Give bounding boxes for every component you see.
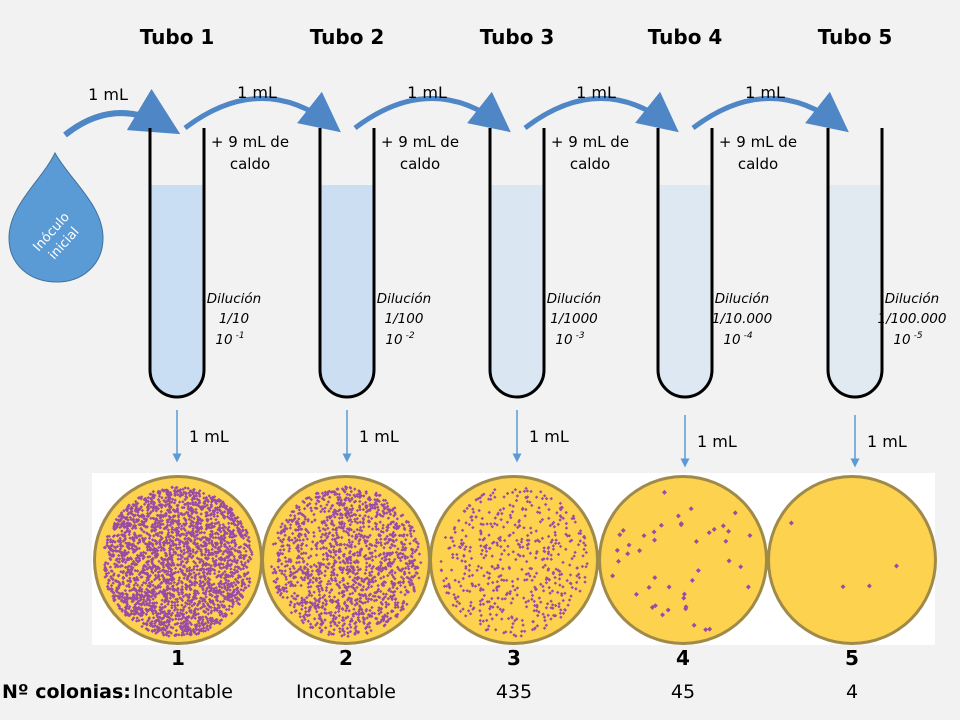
colony-count: 45 xyxy=(671,681,695,703)
broth-label-line2: caldo xyxy=(230,155,270,173)
tube-title: Tubo 4 xyxy=(648,25,723,49)
serial-transfer-label: 1 mL xyxy=(237,83,277,102)
serial-transfer-arrow xyxy=(523,91,679,133)
colony-count: Incontable xyxy=(296,681,396,703)
dilution-fraction: 1/1000 xyxy=(550,311,598,327)
tube-title: Tubo 3 xyxy=(480,25,555,49)
power-exponent: -5 xyxy=(914,331,923,341)
dilution-label: Dilución xyxy=(547,291,601,307)
test-tube xyxy=(148,128,206,399)
tube-5: Tubo 5 Dilución 1/100.000 10 -5 1 mL xyxy=(818,25,947,468)
plating-transfer-label: 1 mL xyxy=(529,427,569,446)
agar xyxy=(432,478,596,642)
serial-transfer-arrow xyxy=(691,91,849,133)
broth-label-line1: + 9 mL de xyxy=(211,133,289,151)
broth-label-line1: + 9 mL de xyxy=(719,133,797,151)
colony-count: Incontable xyxy=(133,681,233,703)
power-exponent: -4 xyxy=(744,331,753,341)
inoculum-drop: Inóculo inicial xyxy=(8,151,104,283)
serial-transfer-arrow xyxy=(183,91,341,133)
agar xyxy=(770,478,934,642)
agar xyxy=(601,478,765,642)
test-tube xyxy=(488,128,546,399)
colony xyxy=(164,511,168,516)
tube-liquid xyxy=(659,185,711,396)
tube-title: Tubo 2 xyxy=(310,25,385,49)
colonies xyxy=(102,485,254,638)
dilution-label: Dilución xyxy=(207,291,261,307)
tube-4: Tubo 4 Dilución 1/10.000 10 -4 1 mL 1 mL + 9 mL… xyxy=(648,25,849,468)
colonies-label: Nº colonias: xyxy=(2,681,131,703)
broth-label-line2: caldo xyxy=(400,155,440,173)
petri-dish-3: 3 435 xyxy=(429,475,599,703)
dilution-fraction: 1/100.000 xyxy=(878,311,947,327)
power-base: 10 xyxy=(723,332,740,348)
petri-dish-2: 2 Incontable xyxy=(261,475,431,703)
tube-1: Tubo 1 Dilución 1/10 10 -1 1 mL 1 mL + 9 mL de c… xyxy=(140,25,341,463)
petri-dish-4: 4 45 xyxy=(598,475,768,703)
tube-title: Tubo 5 xyxy=(818,25,893,49)
tube-liquid xyxy=(491,185,543,396)
plating-transfer-label: 1 mL xyxy=(359,427,399,446)
tube-liquid xyxy=(321,185,373,396)
dilution-label: Dilución xyxy=(715,291,769,307)
dilution-fraction: 1/10 xyxy=(219,311,249,327)
power-base: 10 xyxy=(555,332,572,348)
power-base: 10 xyxy=(215,332,232,348)
dilution-power: 10 -4 xyxy=(723,331,752,348)
power-base: 10 xyxy=(893,332,910,348)
dilution-power: 10 -2 xyxy=(385,331,414,348)
broth-label-line2: caldo xyxy=(570,155,610,173)
petri-dish-5: 54 xyxy=(767,475,937,703)
power-base: 10 xyxy=(385,332,402,348)
plate-number: 4 xyxy=(676,646,690,670)
dilution-power: 10 -3 xyxy=(555,331,584,348)
dilution-label: Dilución xyxy=(885,291,939,307)
plate-number: 5 xyxy=(845,646,859,670)
plate-number: 2 xyxy=(339,646,353,670)
dilution-fraction: 1/10.000 xyxy=(712,311,772,327)
dilution-fraction: 1/100 xyxy=(385,311,424,327)
colony xyxy=(144,560,149,565)
petri-dish-1: 1 Incontable xyxy=(93,475,263,703)
test-tube xyxy=(826,128,884,399)
serial-transfer-label: 1 mL xyxy=(745,83,785,102)
power-exponent: -3 xyxy=(576,331,585,341)
colony-count: 435 xyxy=(496,681,532,703)
dilution-label: Dilución xyxy=(377,291,431,307)
broth-label-line1: + 9 mL de xyxy=(381,133,459,151)
test-tube xyxy=(656,128,714,399)
broth-label-line1: + 9 mL de xyxy=(551,133,629,151)
tube-liquid xyxy=(829,185,881,396)
colony-count: 4 xyxy=(846,681,858,703)
serial-transfer-label: 1 mL xyxy=(407,83,447,102)
broth-label-line2: caldo xyxy=(738,155,778,173)
dilution-power: 10 -1 xyxy=(215,331,244,348)
serial-transfer-label: 1 mL xyxy=(576,83,616,102)
serial-transfer-arrow xyxy=(353,91,511,133)
power-exponent: -2 xyxy=(406,331,415,341)
inoculum-transfer-label: 1 mL xyxy=(88,85,128,104)
plating-transfer-label: 1 mL xyxy=(867,432,907,451)
plating-transfer-label: 1 mL xyxy=(697,432,737,451)
plating-transfer-label: 1 mL xyxy=(189,427,229,446)
plate-number: 3 xyxy=(507,646,521,670)
dilution-power: 10 -5 xyxy=(893,331,922,348)
plate-number: 1 xyxy=(171,646,185,670)
colony xyxy=(215,510,220,515)
inoculum-transfer-arrow xyxy=(63,88,181,138)
tube-2: Tubo 2 Dilución 1/100 10 -2 1 mL 1 mL + 9 mL de… xyxy=(310,25,511,463)
tube-liquid xyxy=(151,185,203,396)
power-exponent: -1 xyxy=(236,331,245,341)
test-tube xyxy=(318,128,376,399)
tube-title: Tubo 1 xyxy=(140,25,215,49)
tube-3: Tubo 3 Dilución 1/1000 10 -3 1 mL 1 mL + 9 mL d… xyxy=(480,25,679,463)
